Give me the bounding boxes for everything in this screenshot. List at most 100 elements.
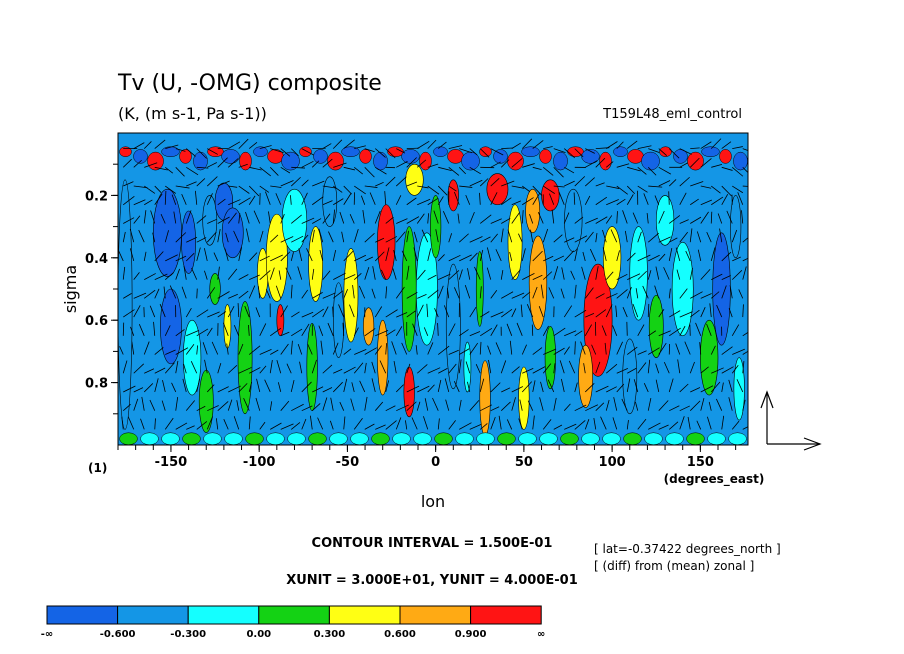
- wind-vector: [542, 167, 554, 176]
- contour-region: [671, 241, 694, 337]
- plot-area: [117, 132, 749, 446]
- wind-vector: [123, 181, 134, 187]
- contour-region: [507, 204, 523, 280]
- wind-vector: [438, 166, 452, 172]
- wind-vector: [689, 157, 700, 168]
- wind-vector: [679, 405, 690, 412]
- wind-vector: [675, 343, 681, 355]
- wind-vector: [153, 321, 156, 336]
- wind-vector: [329, 420, 334, 430]
- wind-vector: [228, 293, 238, 299]
- wind-vector: [602, 229, 607, 243]
- wind-vector: [276, 360, 282, 374]
- wind-vector: [342, 322, 345, 336]
- wind-vector: [406, 363, 411, 374]
- wind-vector: [196, 421, 208, 430]
- wind-vector: [175, 185, 190, 189]
- wind-vector: [467, 268, 471, 280]
- wind-vector: [542, 271, 553, 280]
- wind-vector: [362, 210, 366, 224]
- wind-vector: [711, 185, 721, 194]
- wind-vector: [175, 422, 188, 430]
- wind-vector: [411, 417, 418, 430]
- wind-vector: [606, 386, 617, 393]
- contour-region: [497, 432, 516, 445]
- wind-vector: [175, 148, 186, 152]
- wind-vector: [227, 399, 233, 411]
- wind-vector: [245, 228, 250, 243]
- wind-vector: [627, 166, 641, 172]
- wind-vector: [457, 213, 460, 224]
- wind-vector: [563, 250, 575, 262]
- wind-vector: [501, 387, 511, 393]
- contour-region: [581, 432, 600, 445]
- wind-vector: [635, 401, 639, 411]
- x-tick-label: 50: [515, 455, 533, 470]
- wind-vector: [719, 228, 723, 243]
- contour-region: [518, 366, 530, 430]
- wind-vector: [371, 361, 376, 374]
- wind-vector: [311, 403, 321, 411]
- wind-vector: [416, 304, 424, 318]
- wind-vector: [553, 266, 559, 280]
- wind-vector: [121, 416, 124, 430]
- wind-vector: [501, 180, 515, 187]
- wind-vector: [721, 285, 727, 299]
- wind-vector: [375, 237, 385, 243]
- contour-region: [507, 151, 524, 171]
- wind-vector: [207, 405, 219, 412]
- contour-region: [313, 149, 328, 164]
- wind-vector: [532, 192, 541, 205]
- wind-vector: [301, 160, 314, 168]
- wind-vector: [474, 266, 481, 280]
- contour-region: [221, 207, 244, 259]
- wind-vector: [277, 382, 282, 393]
- contour-region: [733, 151, 748, 171]
- wind-vector: [427, 163, 439, 168]
- wind-vector: [574, 176, 586, 187]
- wind-vector: [542, 363, 552, 374]
- contour-region: [599, 151, 612, 171]
- wind-vector: [574, 148, 584, 158]
- wind-vector: [668, 378, 674, 393]
- wind-vector: [385, 380, 390, 393]
- wind-vector: [133, 185, 148, 189]
- wind-vector: [726, 210, 733, 224]
- wind-vector: [375, 166, 387, 175]
- wind-vector: [520, 304, 523, 318]
- wind-vector: [585, 160, 598, 168]
- wind-vector: [479, 378, 485, 393]
- wind-vector: [647, 232, 659, 243]
- wind-vector: [612, 325, 618, 336]
- wind-vector: [417, 385, 430, 393]
- wind-vector: [333, 185, 343, 193]
- wind-vector: [351, 382, 355, 393]
- wind-vector: [238, 213, 241, 224]
- wind-vector: [395, 286, 405, 299]
- wind-vector: [465, 194, 471, 205]
- wind-vector: [255, 397, 261, 411]
- wind-vector: [710, 381, 721, 393]
- wind-vector: [217, 401, 229, 411]
- wind-vector: [506, 419, 513, 430]
- wind-vector: [265, 191, 271, 205]
- wind-vector: [369, 192, 376, 205]
- wind-vector: [511, 158, 523, 168]
- contour-region: [405, 163, 424, 196]
- wind-vector: [318, 325, 324, 336]
- wind-vector: [511, 292, 525, 299]
- wind-vector: [248, 381, 253, 393]
- wind-vector: [637, 231, 642, 243]
- wind-vector: [306, 248, 313, 262]
- wind-vector: [595, 402, 605, 411]
- wind-vector: [385, 216, 394, 224]
- colorbar-label: ∞: [537, 629, 545, 640]
- wind-vector: [374, 148, 386, 158]
- contour-region: [239, 151, 252, 171]
- wind-vector: [385, 309, 398, 318]
- wind-vector: [183, 363, 187, 374]
- contour-region: [198, 369, 214, 433]
- wind-vector: [175, 329, 185, 337]
- wind-vector: [354, 167, 364, 175]
- contour-region: [627, 149, 644, 164]
